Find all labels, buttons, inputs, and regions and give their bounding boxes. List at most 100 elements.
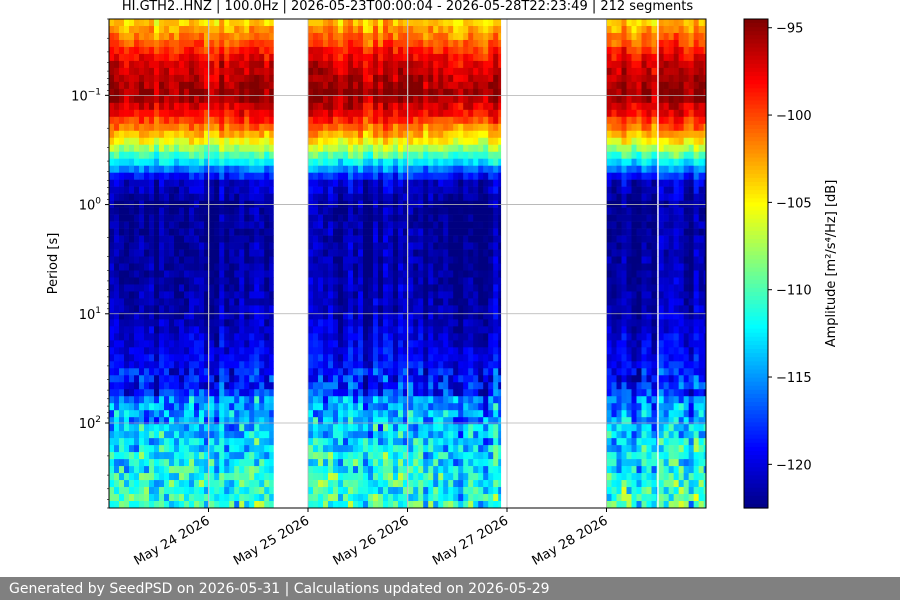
heat-cell [149, 396, 155, 404]
heat-cell [269, 256, 274, 264]
heat-cell [214, 256, 220, 264]
heat-cell [368, 396, 374, 404]
heat-cell [139, 109, 145, 118]
heat-cell [348, 228, 354, 236]
heat-cell [214, 144, 220, 153]
heat-cell [194, 186, 200, 194]
heat-cell [159, 340, 165, 348]
heat-cell [468, 214, 474, 222]
heat-cell [308, 39, 314, 48]
heat-cell [224, 389, 230, 397]
heat-cell [333, 228, 339, 236]
heat-cell [388, 375, 394, 383]
heat-cell [478, 452, 484, 460]
heat-cell [264, 172, 270, 180]
heat-cell [129, 102, 135, 111]
heat-cell [358, 39, 364, 48]
heat-cell [239, 25, 245, 34]
heat-cell [159, 221, 165, 229]
heat-cell [234, 333, 240, 341]
heat-cell [403, 389, 408, 397]
heat-cell [204, 46, 209, 55]
heat-cell [204, 123, 209, 132]
heat-cell [134, 284, 140, 292]
heat-cell [423, 298, 429, 306]
heat-cell [403, 312, 408, 320]
heat-cell [159, 368, 165, 376]
heat-cell [388, 361, 394, 369]
heat-cell [109, 67, 115, 76]
heat-cell [313, 19, 319, 27]
heat-cell [154, 81, 160, 90]
heat-cell [318, 305, 324, 313]
heat-cell [154, 32, 160, 41]
heat-cell [179, 403, 185, 411]
heat-cell [363, 487, 369, 495]
heat-cell [373, 459, 379, 467]
heat-cell [368, 326, 374, 334]
heat-cell [234, 207, 240, 215]
heat-cell [403, 19, 408, 27]
heat-cell [333, 39, 339, 48]
heat-cell [498, 116, 502, 125]
heat-cell [498, 32, 502, 41]
heat-cell [184, 263, 190, 271]
heat-cell [209, 305, 215, 313]
heat-cell [323, 298, 329, 306]
heat-cell [129, 39, 135, 48]
heat-cell [378, 158, 384, 166]
heat-cell [179, 410, 185, 418]
heat-cell [234, 298, 240, 306]
heat-cell [478, 410, 484, 418]
heat-cell [239, 382, 245, 390]
heat-cell [368, 249, 374, 257]
heat-cell [154, 235, 160, 243]
heat-cell [169, 501, 175, 509]
heat-cell [343, 361, 349, 369]
heat-cell [333, 277, 339, 285]
heat-cell [234, 459, 240, 467]
heat-cell [164, 116, 170, 125]
heat-cell [194, 361, 200, 369]
heat-cell [368, 25, 374, 34]
heat-cell [433, 410, 439, 418]
heat-cell [209, 389, 215, 397]
heat-cell [418, 305, 424, 313]
heat-cell [423, 403, 429, 411]
heat-cell [249, 116, 255, 125]
heat-cell [343, 53, 349, 62]
heat-cell [308, 53, 314, 62]
heat-cell [254, 368, 260, 376]
heat-cell [194, 410, 200, 418]
heat-cell [468, 88, 474, 97]
heat-cell [214, 270, 220, 278]
heat-cell [328, 256, 334, 264]
heat-cell [433, 284, 439, 292]
heat-cell [174, 382, 180, 390]
heat-cell [134, 19, 140, 27]
heat-cell [373, 249, 379, 257]
heat-cell [159, 32, 165, 41]
heat-cell [468, 473, 474, 481]
heat-cell [214, 74, 220, 83]
heat-cell [358, 319, 364, 327]
heat-cell [338, 410, 344, 418]
heat-cell [169, 95, 175, 104]
heat-cell [408, 88, 414, 97]
heat-cell [383, 242, 389, 250]
heat-cell [323, 445, 329, 453]
heat-cell [493, 382, 499, 390]
heat-cell [134, 466, 140, 474]
heat-cell [403, 179, 408, 187]
heat-cell [358, 256, 364, 264]
heat-cell [199, 60, 205, 69]
heat-cell [224, 249, 230, 257]
heat-cell [199, 207, 205, 215]
heat-cell [458, 165, 464, 173]
heat-cell [149, 158, 155, 166]
heat-cell [318, 102, 324, 111]
heat-cell [149, 67, 155, 76]
heat-cell [338, 179, 344, 187]
heat-cell [478, 263, 484, 271]
heat-cell [348, 368, 354, 376]
